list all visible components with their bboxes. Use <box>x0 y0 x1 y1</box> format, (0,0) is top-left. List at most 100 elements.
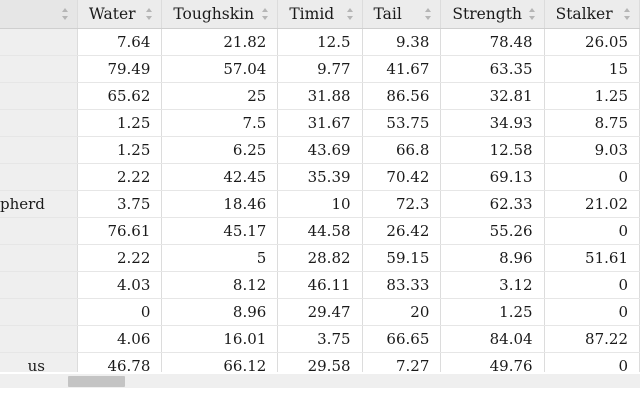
table-cell[interactable]: 32.81 <box>440 82 545 110</box>
table-cell[interactable]: 1.25 <box>544 82 640 110</box>
table-cell[interactable]: 42.45 <box>161 163 279 191</box>
row-label[interactable] <box>0 271 78 299</box>
table-cell[interactable]: 21.02 <box>544 190 640 218</box>
table-cell[interactable]: 57.04 <box>161 55 279 83</box>
table-cell[interactable]: 51.61 <box>544 244 640 272</box>
table-cell[interactable]: 0 <box>544 271 640 299</box>
table-cell[interactable]: 0 <box>544 352 640 372</box>
table-cell[interactable]: 41.67 <box>362 55 442 83</box>
table-cell[interactable]: 26.05 <box>544 28 640 56</box>
table-cell[interactable]: 2.22 <box>77 244 163 272</box>
table-cell[interactable]: 7.27 <box>362 352 442 372</box>
table-row[interactable]: 4.03 8.12 46.11 83.33 3.12 0 <box>0 271 640 299</box>
column-header-tail[interactable]: Tail <box>362 0 442 29</box>
table-cell[interactable]: 12.5 <box>277 28 363 56</box>
table-cell[interactable]: 16.01 <box>161 325 279 353</box>
table-cell[interactable]: 8.12 <box>161 271 279 299</box>
table-cell[interactable]: 76.61 <box>77 217 163 245</box>
row-label[interactable] <box>0 136 78 164</box>
table-row[interactable]: 4.06 16.01 3.75 66.65 84.04 87.22 <box>0 325 640 353</box>
table-cell[interactable]: 59.15 <box>362 244 442 272</box>
table-cell[interactable]: 46.78 <box>77 352 163 372</box>
table-row[interactable]: 76.61 45.17 44.58 26.42 55.26 0 <box>0 217 640 245</box>
table-cell[interactable]: 7.64 <box>77 28 163 56</box>
table-cell[interactable]: 5 <box>161 244 279 272</box>
table-cell[interactable]: 1.25 <box>77 136 163 164</box>
table-cell[interactable]: 8.96 <box>440 244 545 272</box>
sort-icon[interactable] <box>528 8 536 20</box>
table-cell[interactable]: 0 <box>77 298 163 326</box>
table-cell[interactable]: 29.47 <box>277 298 363 326</box>
table-cell[interactable]: 26.42 <box>362 217 442 245</box>
table-cell[interactable]: 79.49 <box>77 55 163 83</box>
row-label[interactable] <box>0 55 78 83</box>
table-cell[interactable]: 3.12 <box>440 271 545 299</box>
row-label[interactable] <box>0 325 78 353</box>
table-cell[interactable]: 72.3 <box>362 190 442 218</box>
table-cell[interactable]: 28.82 <box>277 244 363 272</box>
column-header-timid[interactable]: Timid <box>277 0 363 29</box>
table-cell[interactable]: 3.75 <box>277 325 363 353</box>
table-cell[interactable]: 84.04 <box>440 325 545 353</box>
table-cell[interactable]: 86.56 <box>362 82 442 110</box>
table-cell[interactable]: 9.77 <box>277 55 363 83</box>
table-cell[interactable]: 66.12 <box>161 352 279 372</box>
table-cell[interactable]: 69.13 <box>440 163 545 191</box>
row-label[interactable]: pherd <box>0 190 78 218</box>
table-row[interactable]: 2.22 42.45 35.39 70.42 69.13 0 <box>0 163 640 191</box>
table-cell[interactable]: 21.82 <box>161 28 279 56</box>
table-cell[interactable]: 87.22 <box>544 325 640 353</box>
table-cell[interactable]: 8.96 <box>161 298 279 326</box>
table-cell[interactable]: 55.26 <box>440 217 545 245</box>
table-cell[interactable]: 18.46 <box>161 190 279 218</box>
sort-icon[interactable] <box>61 8 69 20</box>
table-cell[interactable]: 31.67 <box>277 109 363 137</box>
table-cell[interactable]: 12.58 <box>440 136 545 164</box>
table-cell[interactable]: 65.62 <box>77 82 163 110</box>
column-header-strength[interactable]: Strength <box>440 0 545 29</box>
table-cell[interactable]: 43.69 <box>277 136 363 164</box>
column-header-toughskin[interactable]: Toughskin <box>161 0 279 29</box>
table-cell[interactable]: 10 <box>277 190 363 218</box>
table-row[interactable]: 2.22 5 28.82 59.15 8.96 51.61 <box>0 244 640 272</box>
table-cell[interactable]: 4.03 <box>77 271 163 299</box>
table-cell[interactable]: 44.58 <box>277 217 363 245</box>
table-cell[interactable]: 1.25 <box>77 109 163 137</box>
table-row[interactable]: 65.62 25 31.88 86.56 32.81 1.25 <box>0 82 640 110</box>
table-cell[interactable]: 31.88 <box>277 82 363 110</box>
table-cell[interactable]: 66.65 <box>362 325 442 353</box>
table-cell[interactable]: 2.22 <box>77 163 163 191</box>
table-cell[interactable]: 62.33 <box>440 190 545 218</box>
column-header-water[interactable]: Water <box>77 0 163 29</box>
sort-icon[interactable] <box>624 8 631 20</box>
horizontal-scrollbar[interactable] <box>0 374 640 388</box>
table-cell[interactable]: 35.39 <box>277 163 363 191</box>
row-label[interactable] <box>0 109 78 137</box>
row-label[interactable]: us <box>0 352 78 372</box>
sort-icon[interactable] <box>346 8 354 20</box>
table-cell[interactable]: 8.75 <box>544 109 640 137</box>
table-cell[interactable]: 29.58 <box>277 352 363 372</box>
table-row[interactable]: 1.25 7.5 31.67 53.75 34.93 8.75 <box>0 109 640 137</box>
table-row[interactable]: 7.64 21.82 12.5 9.38 78.48 26.05 <box>0 28 640 56</box>
table-row[interactable]: 0 8.96 29.47 20 1.25 0 <box>0 298 640 326</box>
table-cell[interactable]: 78.48 <box>440 28 545 56</box>
table-cell[interactable]: 0 <box>544 163 640 191</box>
table-cell[interactable]: 1.25 <box>440 298 545 326</box>
scrollbar-thumb[interactable] <box>68 376 125 387</box>
table-cell[interactable]: 46.11 <box>277 271 363 299</box>
table-cell[interactable]: 4.06 <box>77 325 163 353</box>
table-cell[interactable]: 49.76 <box>440 352 545 372</box>
column-header-stalker[interactable]: Stalker <box>544 0 640 29</box>
table-cell[interactable]: 0 <box>544 217 640 245</box>
sort-icon[interactable] <box>425 8 432 20</box>
table-cell[interactable]: 0 <box>544 298 640 326</box>
table-row[interactable]: 79.49 57.04 9.77 41.67 63.35 15 <box>0 55 640 83</box>
row-label[interactable] <box>0 28 78 56</box>
table-cell[interactable]: 20 <box>362 298 442 326</box>
table-cell[interactable]: 63.35 <box>440 55 545 83</box>
table-cell[interactable]: 9.38 <box>362 28 442 56</box>
sort-icon[interactable] <box>146 8 153 20</box>
row-label[interactable] <box>0 244 78 272</box>
row-label[interactable] <box>0 217 78 245</box>
